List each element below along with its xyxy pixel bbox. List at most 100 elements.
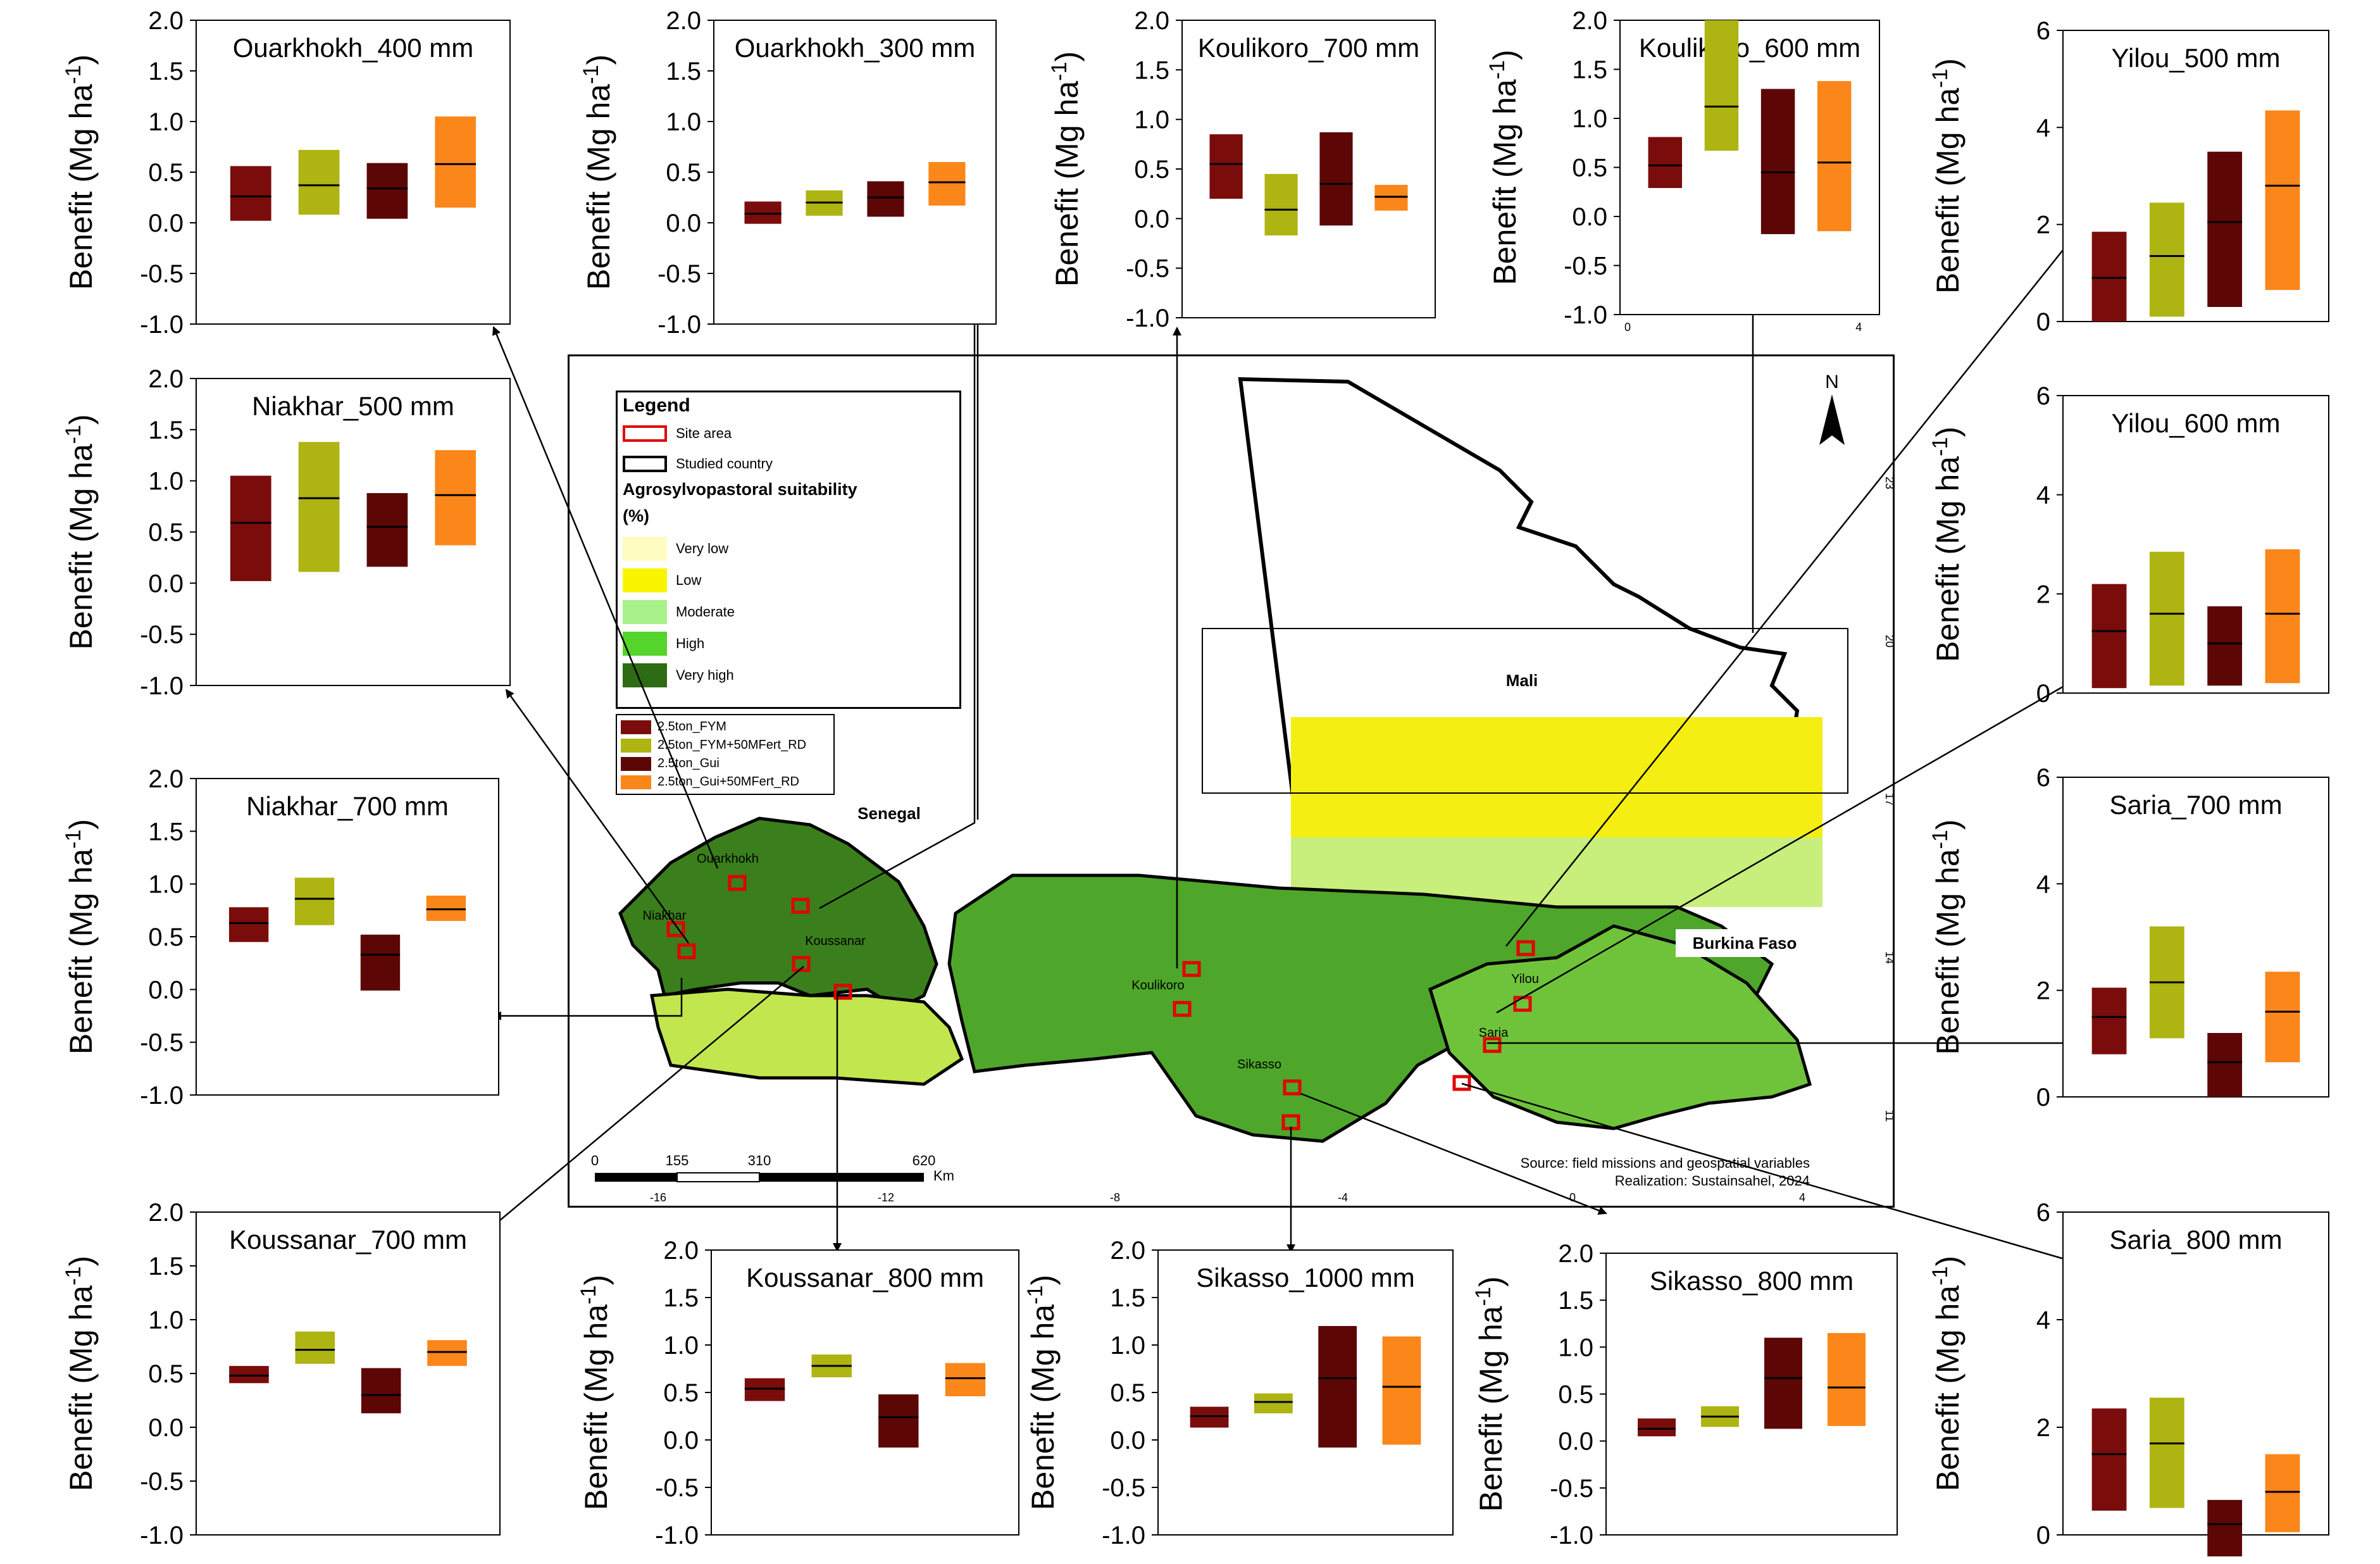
y-axis-label: Benefit (Mg ha-1)	[61, 819, 99, 1054]
y-tick-label: 0.0	[1134, 205, 1169, 233]
treatment-label: 2.5ton_FYM+50MFert_RD	[657, 738, 807, 752]
y-axis-label: Benefit (Mg ha-1)	[1928, 427, 1966, 662]
box-2.5ton_Gui	[2207, 1499, 2243, 1556]
benefit-chart-3: Koulikoro_600 mm 2.0 1.5 1.0 0.5 0.0 -0.5 -1.0 B…	[1485, 7, 1880, 334]
box-2.5ton_Gui	[2207, 606, 2243, 686]
treatment-legend: 2.5ton_FYM 2.5ton_FYM+50MFert_RD 2.5ton_Gu…	[616, 714, 835, 795]
site-marker-6	[1182, 961, 1201, 977]
legend-class-swatch	[623, 568, 667, 592]
y-tick-label: 1.0	[1134, 106, 1169, 134]
lon-tick-label: -8	[1110, 1191, 1120, 1204]
site-marker-8	[1283, 1079, 1302, 1096]
box-2.5ton_FYM+50MFert_RD	[294, 877, 335, 925]
y-axis-label: Benefit (Mg ha-1)	[61, 54, 99, 290]
scale-bar-black-2	[759, 1173, 924, 1182]
site-label-sikasso: Sikasso	[1237, 1058, 1281, 1072]
box-2.5ton_FYM+50MFert_RD	[295, 1331, 335, 1364]
y-tick-label: 0.5	[666, 159, 701, 187]
y-tick-label: 1.0	[148, 1306, 184, 1334]
treatment-swatch	[621, 756, 651, 771]
y-tick-label: 4	[2036, 870, 2050, 898]
site-label-yilou: Yilou	[1511, 972, 1539, 986]
site-label-ouarkhokh: Ouarkhokh	[697, 852, 759, 866]
y-tick-label: 1.5	[1110, 1284, 1145, 1312]
country-label-burkina: Burkina Faso	[1676, 929, 1814, 957]
benefit-chart-2: Koulikoro_700 mm 2.0 1.5 1.0 0.5 0.0 -0.5 -1.0 B…	[1047, 7, 1436, 332]
benefit-chart-6: Yilou_600 mm 6 4 2 0 Benefit (Mg ha-1)	[1928, 382, 2329, 708]
legend-suitability-unit: (%)	[623, 506, 649, 525]
y-tick-label: -1.0	[657, 311, 701, 339]
box-2.5ton_FYM	[228, 907, 269, 942]
box-2.5ton_FYM	[229, 1366, 269, 1384]
y-tick-label: 0.5	[148, 1360, 184, 1388]
y-tick-label: 1.0	[1558, 1334, 1593, 1361]
box-2.5ton_FYM	[744, 201, 782, 224]
y-tick-label: -1.0	[1550, 1522, 1593, 1549]
treatment-legend-item-0: 2.5ton_FYM	[621, 718, 830, 736]
y-tick-label: 0.0	[663, 1427, 699, 1455]
box-2.5ton_Gui	[1319, 132, 1353, 226]
chart-title: Ouarkhokh_300 mm	[735, 33, 976, 63]
y-tick-label: 6	[2036, 1199, 2050, 1227]
site-label-koulikoro: Koulikoro	[1131, 979, 1184, 992]
box-2.5ton_Gui+50MFert_RD	[1382, 1336, 1421, 1445]
y-tick-label: 1.0	[663, 1332, 699, 1360]
y-axis-label: Benefit (Mg ha-1)	[576, 1275, 614, 1510]
map-source: Source: field missions and geospatial va…	[1521, 1155, 1810, 1171]
y-tick-label: 0.0	[666, 210, 701, 237]
legend-class-swatch	[623, 600, 667, 624]
y-tick-label: 0.0	[1110, 1427, 1145, 1455]
y-tick-label: 1.5	[148, 818, 184, 846]
box-2.5ton_Gui+50MFert_RD	[2265, 972, 2300, 1063]
scale-label-620: 620	[913, 1153, 936, 1168]
legend-class-swatch	[623, 663, 667, 687]
benefit-chart-13: Saria_800 mm 6 4 2 0 Benefit (Mg ha-1)	[1928, 1199, 2329, 1556]
treatment-legend-item-3: 2.5ton_Gui+50MFert_RD	[621, 773, 830, 791]
lon-tick-label: 4	[1799, 1191, 1805, 1204]
y-tick-label: 0	[2036, 308, 2050, 336]
box-2.5ton_Gui+50MFert_RD	[1828, 1333, 1866, 1426]
y-tick-label: -1.0	[1102, 1522, 1145, 1549]
y-tick-label: 0.5	[148, 519, 184, 547]
chart-title: Yilou_600 mm	[2112, 408, 2281, 438]
box-2.5ton_Gui	[366, 493, 408, 567]
y-tick-label: 2.0	[666, 7, 701, 35]
box-2.5ton_Gui	[366, 163, 408, 219]
legend-class-label: Moderate	[676, 604, 735, 620]
chart-title: Saria_800 mm	[2109, 1225, 2282, 1254]
box-2.5ton_Gui	[867, 181, 904, 217]
legend-class-2: Moderate	[623, 596, 735, 628]
treatment-legend-item-2: 2.5ton_Gui	[621, 754, 830, 773]
box-2.5ton_FYM+50MFert_RD	[298, 442, 340, 572]
chart-title: Sikasso_1000 mm	[1196, 1263, 1415, 1292]
box-2.5ton_Gui	[1764, 1337, 1802, 1429]
site-label-koussanar: Koussanar	[805, 934, 866, 948]
y-tick-label: 1.5	[663, 1284, 699, 1312]
box-2.5ton_Gui	[2207, 151, 2243, 307]
box-2.5ton_Gui	[361, 1368, 401, 1413]
y-tick-label: 1.5	[1558, 1287, 1593, 1315]
y-tick-label: -0.5	[1564, 253, 1607, 280]
legend-country-label: Studied country	[676, 456, 773, 472]
legend-class-label: High	[676, 635, 705, 651]
box-2.5ton_FYM	[230, 166, 271, 221]
y-tick-label: 2.0	[1572, 7, 1607, 35]
map-legend: Legend Site area Studied country Agrosyl…	[616, 391, 961, 709]
site-label-saria: Saria	[1479, 1026, 1509, 1040]
y-tick-label: 0.5	[1572, 154, 1607, 182]
chart-title: Koussanar_800 mm	[746, 1263, 984, 1292]
north-label: N	[1825, 372, 1839, 392]
box-2.5ton_Gui+50MFert_RD	[2265, 549, 2300, 684]
site-label-niakhar: Niakhar	[643, 909, 687, 923]
north-arrow	[1819, 394, 1845, 445]
site-marker-12	[1483, 1037, 1502, 1053]
benefit-chart-1: Ouarkhokh_300 mm 2.0 1.5 1.0 0.5 0.0 -0.5 -1.0 B…	[579, 7, 997, 339]
chart-title: Sikasso_800 mm	[1650, 1266, 1854, 1296]
box-2.5ton_Gui+50MFert_RD	[928, 162, 966, 206]
y-tick-label: 2	[2036, 580, 2050, 608]
y-tick-label: 1.0	[148, 468, 184, 496]
benefit-chart-0: Ouarkhokh_400 mm 2.0 1.5 1.0 0.5 0.0 -0.5 -1.0 B…	[61, 7, 511, 339]
box-2.5ton_FYM	[1638, 1418, 1676, 1437]
site-marker-5	[833, 984, 852, 1000]
y-tick-label: 2.0	[148, 1199, 184, 1227]
